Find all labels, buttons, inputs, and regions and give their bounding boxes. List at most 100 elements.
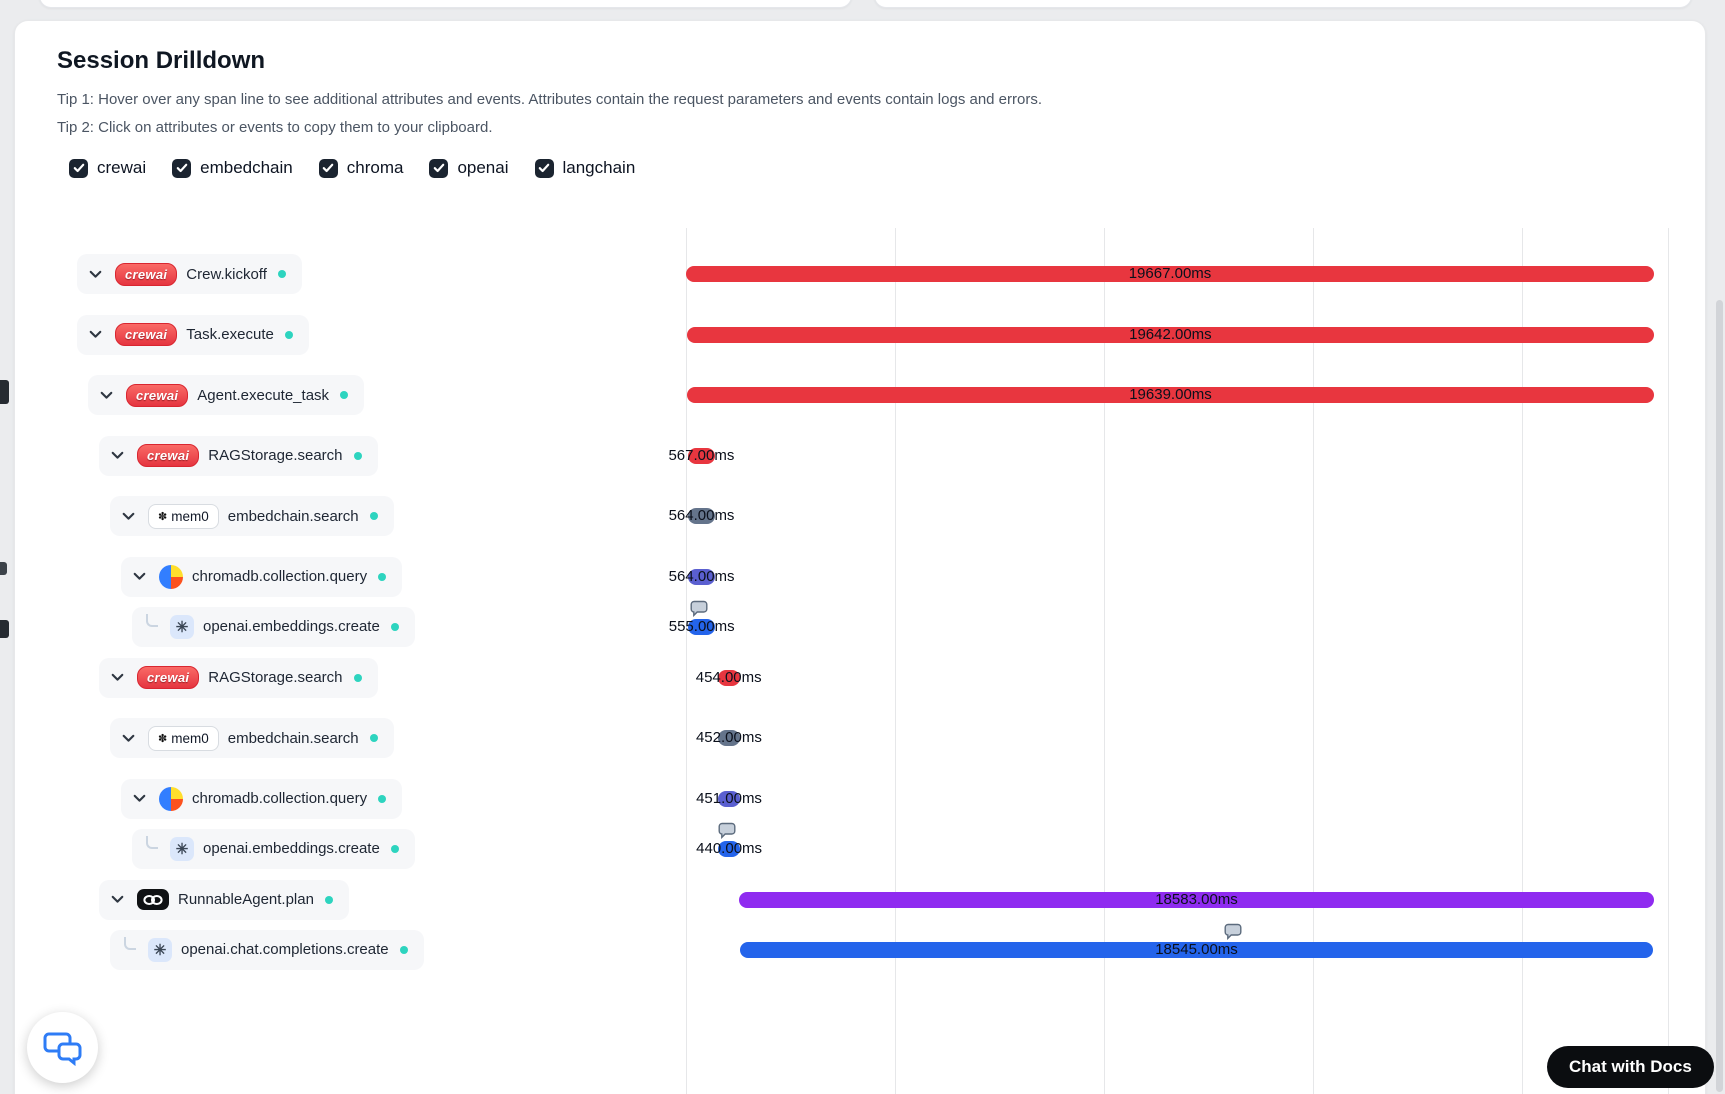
span-name: Agent.execute_task [197,386,330,404]
span-bar[interactable] [687,568,716,585]
span-name: openai.chat.completions.create [181,941,389,958]
span-duration-label: 555.00ms [668,617,735,635]
span-row[interactable]: ✳ openai.embeddings.create [132,606,415,647]
openai-logo-icon: ✳ [170,614,194,639]
elbow-connector-icon [146,614,158,627]
chart-gridline [1522,228,1523,1094]
span-name: openai.embeddings.create [203,618,380,635]
span-row[interactable]: crewai Agent.execute_task [88,375,365,415]
chevron-down-icon[interactable] [106,891,128,908]
chat-with-docs-button[interactable]: Chat with Docs [1547,1046,1714,1088]
span-name: embedchain.search [227,729,359,747]
span-duration-label: 440.00ms [696,839,763,857]
filter-label: openai [457,158,509,177]
chart-gridline [1313,228,1314,1094]
chevron-down-icon[interactable] [106,669,128,686]
span-name: openai.embeddings.create [203,840,380,857]
status-dot [390,844,399,853]
openai-logo-icon: ✳ [148,937,172,962]
status-dot [369,734,378,742]
filter-crewai[interactable]: crewai [69,158,146,178]
span-duration-label: 567.00ms [668,446,735,464]
filter-embedchain[interactable]: embedchain [172,158,293,178]
filter-label: embedchain [200,158,293,177]
chart-gridline [1104,228,1105,1094]
checkbox-checked-icon[interactable] [534,158,554,178]
span-name: Task.execute [186,326,274,343]
span-row[interactable]: ✳ openai.chat.completions.create [110,929,424,970]
status-dot [399,945,408,954]
checkbox-checked-icon[interactable] [429,158,449,178]
crewai-logo-icon: crewai [115,323,178,346]
chevron-down-icon[interactable] [84,326,106,343]
library-filters: crewai embedchain chroma openai langchai… [69,158,1705,178]
span-row[interactable]: ✽ mem0 embedchain.search [110,496,394,536]
span-bar[interactable] [688,618,716,635]
mem0-logo-icon: ✽ mem0 [148,725,219,751]
page-title: Session Drilldown [57,47,266,74]
span-duration-label: 451.00ms [696,789,762,807]
span-row[interactable]: chromadb.collection.query [121,778,403,819]
tip-2-text: Tip 2: Click on attributes or events to … [57,119,493,136]
chevron-down-icon[interactable] [117,508,139,525]
checkbox-checked-icon[interactable] [172,158,192,178]
event-bubble-icon[interactable] [1224,923,1242,945]
event-bubble-icon[interactable] [718,822,736,844]
span-duration-label: 564.00ms [668,507,735,524]
filter-label: langchain [562,158,636,177]
clipped-left-fragment [0,620,9,638]
span-bar[interactable] [687,447,716,464]
checkbox-checked-icon[interactable] [69,158,88,178]
chat-bubbles-icon [43,1032,81,1066]
chevron-down-icon[interactable] [128,568,150,585]
span-bar[interactable] [740,941,1653,958]
span-bar[interactable] [687,508,716,524]
span-bar[interactable] [717,669,740,686]
status-dot [353,673,362,682]
event-bubble-icon[interactable] [690,600,708,622]
filter-openai[interactable]: openai [429,158,509,178]
span-duration-label: 19667.00ms [1128,265,1212,282]
span-bar[interactable] [687,326,1654,343]
span-row[interactable]: ✳ openai.embeddings.create [132,828,415,869]
checkbox-checked-icon[interactable] [318,158,338,178]
status-dot [284,330,293,339]
chevron-down-icon[interactable] [95,387,117,404]
span-row[interactable]: RunnableAgent.plan [99,879,349,920]
span-row[interactable]: crewai Crew.kickoff [77,254,302,294]
span-bar[interactable] [718,840,740,857]
chevron-down-icon[interactable] [106,447,128,464]
span-bar[interactable] [687,387,1654,403]
chevron-down-icon[interactable] [117,730,139,747]
chat-widget-button[interactable] [27,1012,98,1083]
span-name: RunnableAgent.plan [178,891,314,908]
tip-1-text: Tip 1: Hover over any span line to see a… [57,91,1043,108]
span-bar[interactable] [686,266,1654,282]
chevron-down-icon[interactable] [128,790,150,807]
span-row[interactable]: crewai RAGStorage.search [99,435,378,476]
span-bar[interactable] [717,790,741,807]
span-row[interactable]: crewai Task.execute [77,314,309,355]
filter-chroma[interactable]: chroma [318,158,404,178]
crewai-logo-icon: crewai [126,383,189,407]
span-bar[interactable] [739,891,1654,908]
vertical-scrollbar-thumb[interactable] [1716,300,1723,1092]
chevron-down-icon[interactable] [84,266,106,283]
span-name: chromadb.collection.query [192,568,368,585]
span-row[interactable]: chromadb.collection.query [121,556,403,597]
span-name: RAGStorage.search [208,669,343,686]
filter-langchain[interactable]: langchain [534,158,636,178]
elbow-connector-icon [146,836,158,849]
span-duration-label: 564.00ms [668,567,735,585]
chroma-logo-icon [159,786,183,811]
filter-label: chroma [346,158,404,177]
clipped-left-fragment [0,562,7,575]
status-dot [353,451,362,460]
status-dot [369,512,378,520]
mem0-logo-icon: ✽ mem0 [148,503,219,529]
status-dot [378,572,387,581]
span-bar[interactable] [717,730,740,746]
span-row[interactable]: crewai RAGStorage.search [99,657,378,698]
span-name: Crew.kickoff [186,265,267,283]
span-row[interactable]: ✽ mem0 embedchain.search [110,718,394,758]
